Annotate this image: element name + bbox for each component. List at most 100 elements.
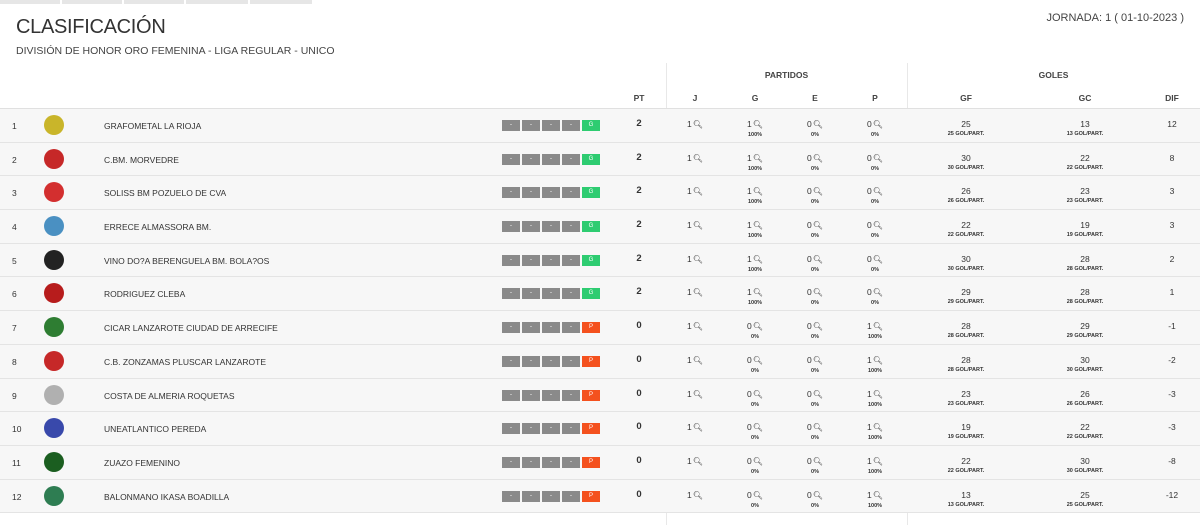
table-row[interactable]: 1 GRAFOMETAL LA RIOJA ----G 2 1🔍︎ 1🔍︎ 100% 0…	[0, 109, 1200, 143]
table-row[interactable]: 4 ERRECE ALMASSORA BM. ----G 2 1🔍︎ 1🔍︎ 100%…	[0, 210, 1200, 244]
team-name[interactable]: RODRIGUEZ CLEBA	[104, 289, 186, 300]
team-name[interactable]: ZUAZO FEMENINO	[104, 457, 181, 468]
value-gf: 30	[961, 253, 971, 264]
search-icon[interactable]: 🔍︎	[812, 221, 823, 231]
search-icon[interactable]: 🔍︎	[872, 423, 883, 433]
search-icon[interactable]: 🔍︎	[692, 490, 703, 500]
search-icon[interactable]: 🔍︎	[812, 288, 823, 298]
streak-result: -	[522, 423, 540, 435]
search-icon[interactable]: 🔍︎	[872, 288, 883, 298]
search-icon[interactable]: 🔍︎	[692, 389, 703, 399]
team-name[interactable]: UNEATLANTICO PEREDA	[104, 424, 207, 435]
value-pt: 2	[636, 219, 642, 231]
sub-e: 0%	[811, 266, 819, 273]
table-row[interactable]: 10 UNEATLANTICO PEREDA ----P 0 1🔍︎ 0🔍︎ 0% 0🔍…	[0, 412, 1200, 446]
search-icon[interactable]: 🔍︎	[752, 120, 763, 129]
search-icon[interactable]: 🔍︎	[752, 254, 763, 264]
search-icon[interactable]: 🔍︎	[812, 120, 823, 129]
search-icon[interactable]: 🔍︎	[752, 153, 763, 163]
value-gc: 23	[1080, 186, 1090, 197]
search-icon[interactable]: 🔍︎	[812, 187, 823, 197]
cell-gc: 19 19 GOL/PART.	[1060, 220, 1110, 240]
value-dif: -2	[1168, 354, 1176, 365]
sub-gc: 28 GOL/PART.	[1066, 299, 1104, 306]
search-icon[interactable]: 🔍︎	[812, 254, 823, 264]
table-row[interactable]: 2 C.BM. MORVEDRE ----G 2 1🔍︎ 1🔍︎ 100% 0🔍︎ 0% 0…	[0, 142, 1200, 177]
search-icon[interactable]: 🔍︎	[752, 322, 763, 332]
search-icon[interactable]: 🔍︎	[752, 187, 763, 197]
search-icon[interactable]: 🔍︎	[872, 456, 883, 466]
search-icon[interactable]: 🔍︎	[692, 355, 703, 365]
team-name[interactable]: BALONMANO IKASA BOADILLA	[104, 491, 230, 502]
search-icon[interactable]: 🔍︎	[812, 423, 823, 433]
search-icon[interactable]: 🔍︎	[692, 423, 703, 433]
cell-gf: 22 22 GOL/PART.	[941, 456, 991, 476]
search-icon[interactable]: 🔍︎	[872, 389, 883, 399]
table-row[interactable]: 6 RODRIGUEZ CLEBA ----G 2 1🔍︎ 1🔍︎ 100% 0🔍︎ 0%…	[0, 277, 1200, 312]
search-icon[interactable]: 🔍︎	[812, 322, 823, 332]
search-icon[interactable]: 🔍︎	[872, 490, 883, 500]
team-name[interactable]: COSTA DE ALMERIA ROQUETAS	[104, 390, 235, 401]
sub-g: 100%	[747, 233, 763, 240]
team-name[interactable]: SOLISS BM POZUELO DE CVA	[104, 188, 227, 199]
search-icon[interactable]: 🔍︎	[872, 120, 883, 129]
cell-gc: 22 22 GOL/PART.	[1060, 422, 1110, 442]
search-icon[interactable]: 🔍︎	[692, 153, 703, 163]
table-row[interactable]: 7 CICAR LANZAROTE CIUDAD DE ARRECIFE ---…	[0, 311, 1200, 345]
sub-gc: 30 GOL/PART.	[1066, 467, 1104, 474]
tab[interactable]	[186, 0, 248, 4]
team-name[interactable]: VINO DO?A BERENGUELA BM. BOLA?OS	[104, 255, 270, 266]
search-icon[interactable]: 🔍︎	[752, 490, 763, 500]
search-icon[interactable]: 🔍︎	[812, 389, 823, 399]
search-icon[interactable]: 🔍︎	[872, 153, 883, 163]
team-name[interactable]: GRAFOMETAL LA RIOJA	[104, 121, 202, 131]
value-gc: 28	[1080, 253, 1090, 264]
table-row[interactable]: 8 C.B. ZONZAMAS PLUSCAR LANZAROTE ----P …	[0, 344, 1200, 379]
search-icon[interactable]: 🔍︎	[812, 153, 823, 163]
search-icon[interactable]: 🔍︎	[872, 254, 883, 264]
search-icon[interactable]: 🔍︎	[692, 120, 703, 129]
search-icon[interactable]: 🔍︎	[812, 456, 823, 466]
tab[interactable]	[62, 0, 122, 4]
value-dif: 3	[1169, 186, 1175, 197]
search-icon[interactable]: 🔍︎	[752, 456, 763, 466]
search-icon[interactable]: 🔍︎	[812, 490, 823, 500]
search-icon[interactable]: 🔍︎	[872, 322, 883, 332]
team-name[interactable]: C.B. ZONZAMAS PLUSCAR LANZAROTE	[104, 356, 266, 367]
search-icon[interactable]: 🔍︎	[872, 355, 883, 365]
search-icon[interactable]: 🔍︎	[692, 187, 703, 197]
sub-gc: 30 GOL/PART.	[1066, 366, 1104, 373]
streak-result: -	[502, 423, 520, 435]
search-icon[interactable]: 🔍︎	[812, 355, 823, 365]
table-row[interactable]: 3 SOLISS BM POZUELO DE CVA ----G 2 1🔍︎ 1🔍︎…	[0, 176, 1200, 211]
team-name[interactable]: ERRECE ALMASSORA BM.	[104, 222, 212, 233]
search-icon[interactable]: 🔍︎	[872, 187, 883, 197]
table-row[interactable]: 5 VINO DO?A BERENGUELA BM. BOLA?OS ----G…	[0, 243, 1200, 278]
streak-result: -	[562, 490, 580, 502]
search-icon[interactable]: 🔍︎	[752, 423, 763, 433]
table-row[interactable]: 11 ZUAZO FEMENINO ----P 0 1🔍︎ 0🔍︎ 0% 0🔍︎ 0% 1🔍…	[0, 445, 1200, 480]
search-icon[interactable]: 🔍︎	[752, 221, 763, 231]
tab[interactable]	[124, 0, 184, 4]
search-icon[interactable]: 🔍︎	[692, 456, 703, 466]
search-icon[interactable]: 🔍︎	[692, 254, 703, 264]
table-row[interactable]: 12 BALONMANO IKASA BOADILLA ----P 0 1🔍︎ 0🔍…	[0, 479, 1200, 514]
team-name[interactable]: CICAR LANZAROTE CIUDAD DE ARRECIFE	[104, 323, 278, 334]
search-icon[interactable]: 🔍︎	[752, 355, 763, 365]
tab[interactable]	[250, 0, 312, 4]
team-name[interactable]: C.BM. MORVEDRE	[104, 154, 179, 165]
search-icon[interactable]: 🔍︎	[752, 288, 763, 298]
tab[interactable]	[0, 0, 60, 4]
cell-gf: 28 28 GOL/PART.	[941, 355, 991, 375]
search-icon[interactable]: 🔍︎	[692, 322, 703, 332]
value-e: 0	[807, 186, 812, 197]
value-g: 1	[747, 253, 752, 264]
cell-e: 0🔍︎ 0%	[790, 186, 840, 207]
cell-e: 0🔍︎ 0%	[790, 153, 840, 174]
search-icon[interactable]: 🔍︎	[692, 221, 703, 231]
value-dif: -1	[1168, 321, 1176, 332]
search-icon[interactable]: 🔍︎	[752, 389, 763, 399]
table-row[interactable]: 9 COSTA DE ALMERIA ROQUETAS ----P 0 1🔍︎ 0🔍…	[0, 378, 1200, 413]
search-icon[interactable]: 🔍︎	[692, 288, 703, 298]
search-icon[interactable]: 🔍︎	[872, 221, 883, 231]
